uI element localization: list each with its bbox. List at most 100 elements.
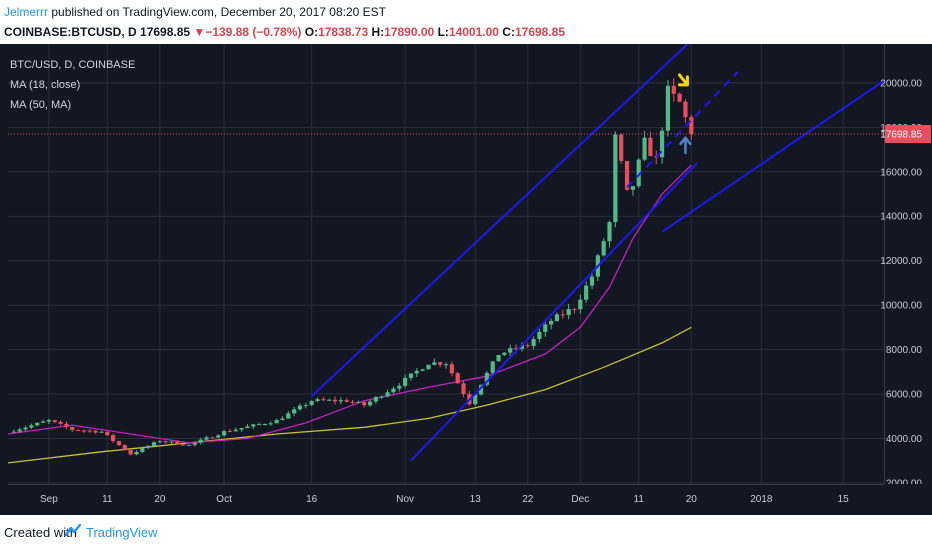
candle-body	[683, 101, 688, 118]
candle-body	[677, 93, 682, 102]
candle-body	[338, 400, 343, 402]
x-tick-label: 11	[102, 494, 113, 505]
candle-body	[549, 321, 554, 325]
candle-body	[513, 348, 519, 350]
candle-body	[163, 441, 168, 443]
channel-line	[661, 79, 885, 233]
candle-body	[262, 424, 268, 426]
blue-arrow-icon	[679, 135, 692, 155]
candle-body	[64, 423, 69, 428]
candle-body	[671, 85, 676, 94]
candle-body	[508, 348, 513, 353]
x-tick-label: Nov	[396, 494, 414, 505]
candle-body	[391, 388, 396, 393]
candle-body	[659, 130, 665, 158]
x-tick-label: Sep	[40, 494, 58, 505]
candle-body	[204, 437, 209, 440]
channel-line	[626, 71, 739, 189]
candle-body	[525, 345, 530, 347]
publish-info: Jelmerrr published on TradingView.com, D…	[4, 5, 386, 19]
candle-body	[630, 186, 635, 190]
candle-body	[414, 370, 419, 374]
candle-body	[239, 428, 244, 430]
price-tag-label: 17698.85	[880, 130, 922, 141]
symbol-label: COINBASE:BTCUSD, D	[4, 25, 137, 39]
candle-body	[181, 444, 186, 446]
x-tick-label: 2018	[750, 494, 773, 505]
legend-ma18: MA (18, close)	[10, 79, 80, 91]
candle-body	[584, 285, 589, 300]
tradingview-link[interactable]: TradingView	[86, 525, 158, 540]
candle-body	[175, 441, 180, 445]
candle-body	[356, 401, 361, 403]
candle-body	[385, 392, 390, 397]
candle-body	[286, 413, 291, 419]
candle-body	[560, 314, 565, 316]
x-tick-label: Oct	[216, 494, 232, 505]
candle-body	[251, 424, 256, 427]
candle-body	[309, 401, 314, 405]
candle-body	[233, 429, 238, 432]
y-tick-label: 14000.00	[880, 212, 922, 223]
candle-body	[502, 352, 507, 355]
candle-body	[210, 437, 215, 439]
candle-body	[332, 399, 338, 402]
open-label: O:	[304, 25, 319, 39]
candle-body	[367, 401, 373, 406]
y-tick-label: 10000.00	[880, 301, 922, 312]
candle-body	[379, 396, 384, 398]
created-with-text: Created with	[4, 525, 77, 540]
candle-body	[17, 429, 22, 432]
candle-body	[572, 309, 577, 311]
candle-body	[81, 430, 87, 432]
candle-body	[648, 137, 653, 157]
candle-body	[636, 159, 641, 187]
x-tick-label: 11	[634, 494, 645, 505]
candle-body	[297, 405, 303, 410]
candle-body	[420, 369, 425, 371]
price-tag-box	[885, 125, 931, 144]
candle-body	[601, 241, 606, 256]
candle-body	[519, 345, 525, 350]
candle-body	[455, 373, 460, 384]
candle-body	[105, 431, 110, 436]
candle-body	[52, 420, 57, 422]
candle-body	[122, 445, 127, 451]
candle-body	[689, 117, 694, 135]
candle-body	[146, 445, 151, 448]
candle-body	[87, 430, 92, 432]
candle-body	[29, 425, 34, 428]
candle-body	[186, 444, 192, 446]
price-chart[interactable]: 2000.00 4000.00 6000.00 8000.00 10000.00 1200…	[0, 44, 932, 515]
candle-body	[303, 404, 308, 406]
candle-body	[58, 421, 63, 424]
x-axis: Sep 11 20 Oct 16 Nov 13 22 Dec 11 20 2018 15	[0, 484, 932, 515]
author-link[interactable]: Jelmerrr	[4, 5, 48, 19]
chart-legend: BTC/USD, D, COINBASE MA (18, close) MA (…	[10, 59, 135, 111]
ma18-layer	[7, 164, 692, 444]
tradingview-logo-icon	[64, 523, 82, 537]
x-tick-label: 16	[306, 494, 318, 505]
candle-body	[607, 222, 612, 242]
candle-body	[111, 435, 116, 442]
channel-lines-layer	[310, 44, 885, 462]
candle-body	[192, 442, 197, 445]
candle-body	[157, 441, 162, 443]
footer: Created with TradingView	[0, 515, 932, 550]
candle-body	[198, 439, 203, 443]
candle-body	[257, 424, 262, 426]
published-text: published on TradingView.com, December 2…	[51, 5, 386, 19]
candle-body	[169, 441, 174, 443]
candle-body	[408, 373, 414, 378]
y-tick-label: 6000.00	[886, 390, 923, 401]
last-price-tag: 17698.85	[880, 125, 931, 144]
candle-body	[578, 299, 583, 310]
down-arrow-icon: ▼	[193, 25, 206, 39]
candle-body	[619, 134, 624, 162]
candle-body	[315, 399, 320, 402]
y-tick-label: 4000.00	[886, 434, 923, 445]
candle-body	[531, 339, 536, 346]
candle-body	[99, 431, 104, 433]
candle-body	[543, 324, 548, 332]
grid-lines	[8, 44, 884, 484]
